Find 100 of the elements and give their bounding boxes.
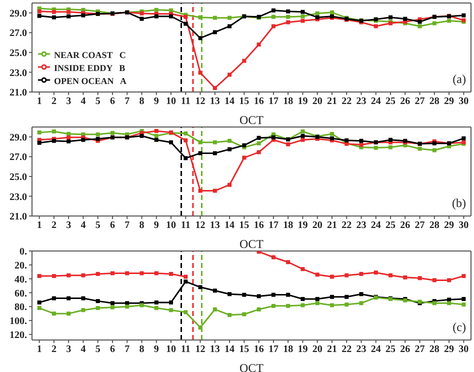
legend-label: INSIDE EDDY B (54, 63, 126, 73)
x-tick-label: 3 (66, 96, 72, 108)
x-tick-label: 9 (154, 220, 159, 232)
x-tick-label: 18 (283, 96, 294, 108)
x-tick-label: 11 (180, 344, 190, 356)
x-tick-label: 7 (124, 344, 130, 356)
x-tick-label: 29 (444, 220, 454, 232)
x-tick-label: 28 (429, 220, 440, 232)
y-tick-label: 23.0 (10, 192, 27, 203)
x-tick-label: 25 (386, 96, 396, 108)
x-tick-label: 28 (429, 96, 440, 108)
x-tick-label: 25 (386, 344, 396, 356)
y-tick-label: 60. (14, 288, 28, 300)
x-tick-label: 16 (254, 220, 264, 232)
x-tick-label: 10 (166, 220, 176, 232)
x-tick-label: 10 (166, 344, 176, 356)
x-tick-label: 26 (400, 96, 410, 108)
x-tick-label: 6 (110, 344, 115, 356)
x-tick-label: 8 (139, 96, 144, 108)
x-tick-label: 14 (224, 220, 235, 232)
y-tick-label: 21.0 (10, 88, 27, 99)
y-tick-label: 20. (14, 260, 28, 272)
x-tick-label: 10 (166, 96, 176, 108)
x-tick-label: 26 (400, 344, 410, 356)
y-tick-label: 100. (10, 316, 28, 328)
x-tick-label: 16 (254, 344, 264, 356)
x-tick-label: 15 (239, 344, 250, 356)
x-tick-label: 13 (210, 220, 220, 232)
x-tick-label: 24 (370, 344, 381, 356)
x-tick-label: 21 (326, 220, 337, 232)
x-tick-label: 1 (36, 344, 42, 356)
x-tick-label: 14 (224, 96, 235, 108)
y-tick-label: 120. (10, 330, 28, 341)
x-tick-label: 22 (342, 220, 352, 232)
legend-label: NEAR COAST C (54, 50, 126, 60)
x-tick-label: 3 (66, 344, 72, 356)
x-tick-label: 27 (414, 96, 425, 108)
x-tick-label: 12 (195, 344, 206, 356)
x-tick-label: 8 (139, 220, 144, 232)
x-tick-label: 13 (210, 344, 220, 356)
y-tick-label: 29.0 (10, 132, 27, 144)
x-tick-label: 15 (239, 220, 250, 232)
x-tick-label: 26 (400, 220, 410, 232)
x-tick-label: 2 (51, 344, 56, 356)
x-tick-label: 11 (180, 96, 190, 108)
x-axis-title: OCT (240, 113, 264, 127)
x-tick-label: 29 (444, 344, 454, 356)
x-tick-label: 23 (356, 96, 366, 108)
x-axis-title: OCT (240, 361, 264, 372)
y-tick-label: 27.0 (10, 152, 27, 164)
x-tick-label: 3 (66, 220, 72, 232)
legend-label: OPEN OCEAN A (54, 76, 127, 86)
x-tick-label: 4 (80, 96, 86, 108)
x-tick-label: 1 (36, 220, 42, 232)
x-tick-label: 20 (312, 220, 322, 232)
x-tick-label: 6 (110, 220, 115, 232)
annotation: (b) (452, 196, 466, 211)
x-tick-label: 20 (312, 96, 322, 108)
annotation: (c) (452, 320, 466, 335)
x-tick-label: 21 (326, 344, 337, 356)
x-tick-label: 2 (51, 220, 56, 232)
x-tick-label: 6 (110, 96, 115, 108)
x-tick-label: 8 (139, 344, 144, 356)
x-tick-label: 18 (283, 344, 294, 356)
x-tick-label: 17 (268, 344, 278, 356)
x-tick-label: 11 (180, 220, 190, 232)
x-tick-label: 28 (429, 344, 440, 356)
y-tick-label: 40. (14, 274, 28, 286)
y-tick-label: 0. (20, 246, 28, 258)
x-tick-label: 4 (80, 344, 86, 356)
x-tick-label: 17 (268, 96, 278, 108)
x-tick-label: 29 (444, 96, 454, 108)
x-tick-label: 30 (458, 220, 469, 232)
x-tick-label: 2 (51, 96, 56, 108)
x-tick-label: 24 (370, 220, 381, 232)
x-tick-label: 23 (356, 344, 366, 356)
x-tick-label: 5 (95, 344, 100, 356)
x-tick-label: 22 (342, 344, 352, 356)
y-tick-label: 27.0 (10, 28, 27, 40)
x-tick-label: 24 (370, 96, 381, 108)
x-tick-label: 23 (356, 220, 366, 232)
x-tick-label: 9 (154, 344, 159, 356)
x-tick-label: 19 (298, 344, 308, 356)
x-tick-label: 20 (312, 344, 322, 356)
x-tick-label: 4 (80, 220, 86, 232)
y-tick-label: 23.0 (10, 68, 27, 79)
x-tick-label: 12 (195, 220, 206, 232)
x-tick-label: 9 (154, 96, 159, 108)
y-tick-label: 25.0 (10, 48, 27, 59)
annotation: (a) (452, 72, 466, 87)
y-tick-label: 80. (14, 302, 28, 314)
x-tick-label: 17 (268, 220, 278, 232)
x-tick-label: 12 (195, 96, 206, 108)
x-tick-label: 5 (95, 96, 100, 108)
x-tick-label: 19 (298, 96, 308, 108)
x-axis-title: OCT (240, 237, 264, 251)
x-tick-label: 13 (210, 96, 220, 108)
x-tick-label: 30 (458, 344, 469, 356)
x-tick-label: 7 (124, 96, 130, 108)
x-tick-label: 27 (414, 220, 425, 232)
